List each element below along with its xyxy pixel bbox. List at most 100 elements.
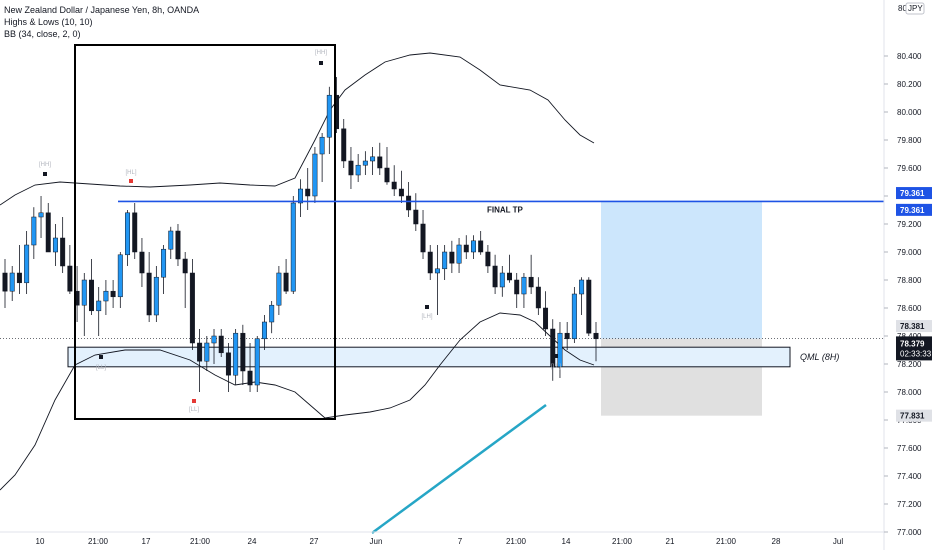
y-tick-label: 80.400 [897, 52, 922, 61]
candle-body [391, 181, 397, 190]
swing-label: [HL] [125, 170, 136, 176]
indicator-bb[interactable]: BB (34, close, 2, 0) [4, 29, 81, 39]
swing-label: [HH] [315, 50, 327, 56]
legend: New Zealand Dollar / Japanese Yen, 8h, O… [4, 4, 199, 40]
x-tick-label: 27 [310, 537, 319, 546]
candle-body [312, 153, 318, 197]
price-tag-tp2-bg [896, 203, 932, 216]
currency-badge-label: JPY [908, 4, 923, 13]
candle-body [233, 332, 239, 376]
indicator-highs-lows[interactable]: Highs & Lows (10, 10) [4, 17, 93, 27]
candle-body [110, 290, 116, 298]
candle-body [298, 188, 303, 204]
y-tick-label: 78.000 [897, 388, 922, 397]
candle-body [9, 272, 15, 292]
candle-body [60, 237, 66, 267]
candle-body [420, 223, 426, 253]
candle-body [492, 265, 498, 288]
y-tick-label: 78.200 [897, 360, 922, 369]
trend-line [371, 403, 547, 535]
candle-body [146, 272, 152, 316]
candle-body [218, 335, 224, 354]
candle-body [2, 272, 8, 292]
x-tick-label: Jul [833, 537, 843, 546]
candle-body [254, 338, 260, 386]
y-tick-label: 79.200 [897, 220, 922, 229]
candle-body [89, 279, 94, 312]
swing-label: [LL] [96, 365, 106, 371]
countdown: 02:33:33 [900, 349, 932, 358]
x-tick-label: 14 [562, 537, 571, 546]
candle-body [384, 167, 390, 183]
price-axis: 80JPY80.40080.20080.00079.80079.60079.40… [883, 0, 932, 550]
swing-marker [99, 355, 103, 359]
swing-label: [HH] [39, 162, 51, 168]
candle-body [434, 268, 440, 274]
candle-body [521, 276, 527, 295]
bb-lower [0, 312, 595, 491]
price-tag-entry: 78.381 [900, 322, 925, 331]
candle-body [261, 321, 267, 340]
candle-body [182, 258, 188, 274]
candle-body [31, 216, 37, 246]
symbol-title[interactable]: New Zealand Dollar / Japanese Yen, 8h, O… [4, 5, 200, 15]
swing-marker [319, 61, 323, 65]
x-tick-label: 21:00 [88, 537, 109, 546]
candle-body [557, 332, 563, 368]
final-tp-label: FINAL TP [487, 205, 524, 214]
candle-body [550, 328, 556, 368]
candle-body [463, 244, 469, 253]
candle-body [478, 240, 484, 253]
x-tick-label: 21:00 [716, 537, 737, 546]
current-price: 78.379 [900, 339, 925, 348]
candle-body [341, 128, 347, 162]
candle-body [276, 272, 282, 306]
swing-marker [192, 399, 196, 403]
candle-body [225, 352, 231, 376]
candle-body [247, 370, 253, 386]
candle-body [103, 290, 109, 302]
y-tick-label: 78.600 [897, 304, 922, 313]
candle-body [211, 335, 217, 344]
candle-body [348, 160, 354, 176]
y-tick-label: 77.600 [897, 444, 922, 453]
price-axis-bg [884, 0, 932, 550]
highlight-box [74, 44, 336, 420]
candle-body [362, 160, 368, 166]
candle-body [161, 248, 167, 278]
swing-marker [425, 305, 429, 309]
candle-body [499, 272, 505, 288]
swing-marker [129, 179, 133, 183]
y-tick-label: 80.200 [897, 80, 922, 89]
candle-body [67, 265, 73, 292]
candle-body [240, 332, 246, 372]
bb-upper [0, 52, 595, 206]
candle-body [16, 272, 22, 284]
y-tick-label: 78.800 [897, 276, 922, 285]
candle-body [456, 244, 462, 264]
x-tick-label: 10 [36, 537, 45, 546]
candle-body [319, 136, 325, 155]
candle-body [413, 209, 419, 225]
x-tick-label: 21 [666, 537, 675, 546]
candle-body [204, 342, 210, 362]
x-tick-label: 21:00 [612, 537, 633, 546]
candle-body [81, 279, 87, 306]
candle-body [377, 156, 383, 169]
candle-body [175, 230, 181, 260]
price-tag-tp1-bg [896, 187, 932, 200]
candle-body [449, 251, 455, 264]
swing-label: [LH] [421, 314, 432, 320]
candles [2, 77, 599, 392]
candle-body [52, 237, 58, 253]
candle-body [528, 276, 534, 288]
swing-label: [LL] [189, 407, 199, 413]
qml-label: QML (8H) [800, 352, 839, 362]
candle-body [571, 293, 577, 340]
candle-body [132, 212, 138, 253]
y-tick-label: 79.600 [897, 164, 922, 173]
candle-body [197, 342, 203, 362]
y-tick-label: 79.000 [897, 248, 922, 257]
candle-body [45, 212, 51, 253]
